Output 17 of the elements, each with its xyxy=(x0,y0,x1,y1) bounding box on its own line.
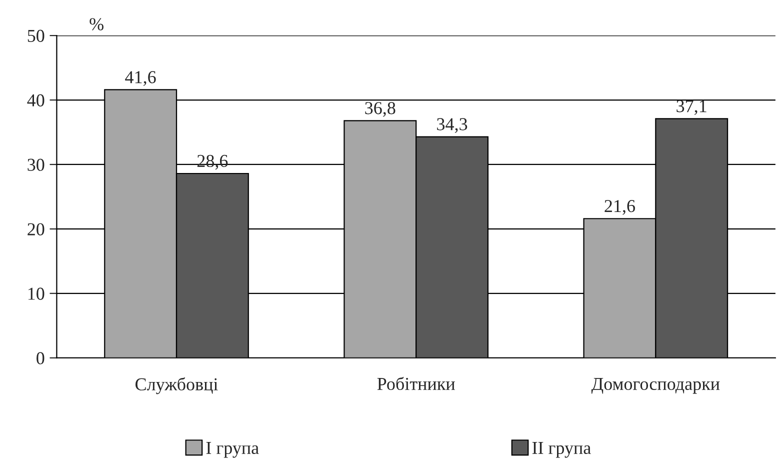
x-tick-label: Домогосподарки xyxy=(591,378,720,394)
x-tick-label: Службовці xyxy=(136,377,218,394)
y-tick-label: 40 xyxy=(27,94,44,106)
x-tick-label: Робітники xyxy=(377,376,455,390)
y-tick-label: 0 xyxy=(36,352,44,364)
y-tick-label: 50 xyxy=(28,30,44,42)
data-label: 34,3 xyxy=(437,118,468,133)
data-label: 21,6 xyxy=(604,200,635,215)
y-axis-title: % xyxy=(90,18,104,30)
data-label: 36,8 xyxy=(365,102,396,117)
data-label: 37,1 xyxy=(676,100,706,115)
legend-label: II група xyxy=(532,442,591,458)
legend-label: I група xyxy=(206,442,259,458)
y-tick-label: 20 xyxy=(28,223,44,236)
y-tick-label: 30 xyxy=(28,158,44,171)
data-label: 41,6 xyxy=(125,71,156,86)
y-tick-label: 10 xyxy=(28,288,44,300)
